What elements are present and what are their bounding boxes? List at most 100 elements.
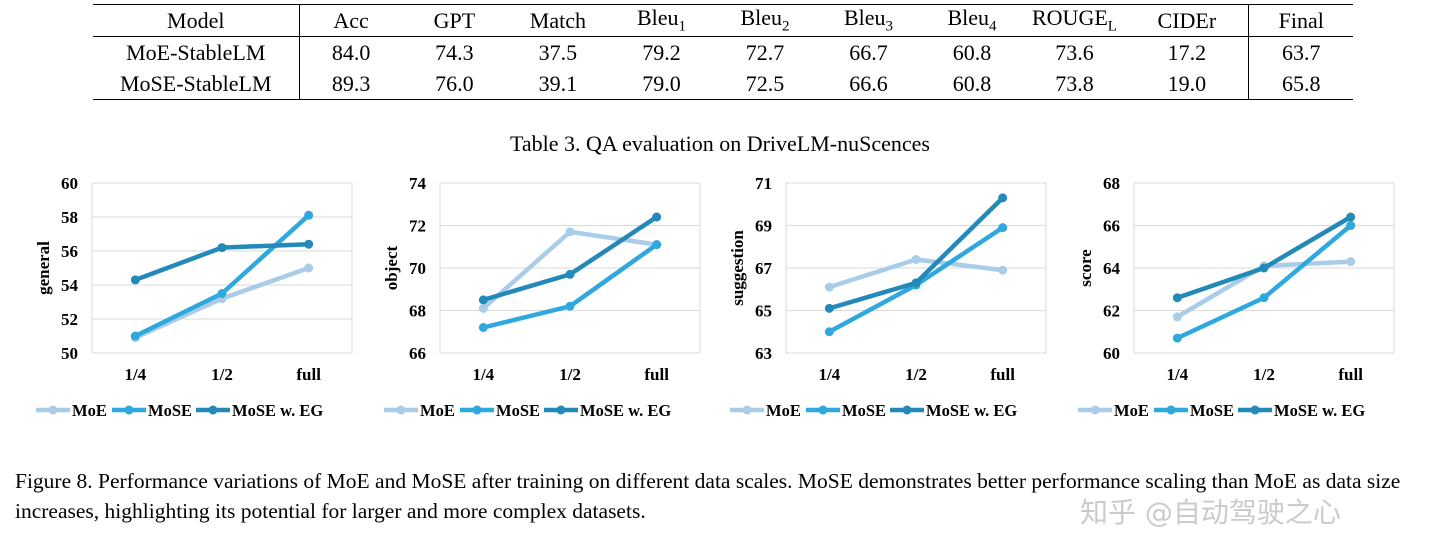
legend-label: MoE — [72, 401, 107, 420]
table-cell: 63.7 — [1281, 39, 1321, 65]
data-point — [1172, 312, 1182, 322]
table-cell: 65.8 — [1281, 70, 1321, 96]
column-header: CIDEr — [1125, 4, 1250, 37]
table-cell: 76.0 — [435, 70, 474, 96]
legend-marker — [48, 405, 58, 415]
watermark: 知乎 @自动驾驶之心 — [1080, 496, 1341, 529]
column-header-label: Match — [529, 7, 586, 33]
table-cell: 73.6 — [1055, 39, 1094, 65]
column-header-label: Bleu — [843, 5, 886, 31]
chart-general: 50 52 54 56 58 60 1/4 1/2 full general MoE MoSE MoSE… — [34, 174, 353, 420]
column-header: Final — [1249, 5, 1353, 37]
data-point — [652, 212, 662, 222]
column-header-subscript: 1 — [678, 18, 687, 35]
x-tick-label: 1/2 — [905, 365, 927, 384]
y-tick-label: 71 — [755, 174, 772, 193]
data-point — [478, 303, 488, 313]
table-cell: 73.8 — [1055, 70, 1094, 96]
legend-marker — [1166, 405, 1176, 415]
y-tick-label: 64 — [1103, 259, 1121, 278]
table-cell: 60.8 — [952, 39, 992, 65]
column-header-subscript: 2 — [782, 18, 790, 35]
y-axis-label: general — [34, 241, 53, 295]
table-cell: 72.5 — [745, 70, 785, 96]
data-point — [304, 210, 314, 220]
data-point — [217, 243, 227, 253]
legend-label: MoSE w. EG — [1274, 401, 1365, 420]
legend-label: MoSE w. EG — [580, 401, 671, 420]
table-cell: 37.5 — [538, 39, 578, 65]
column-header-subscript: 4 — [989, 18, 997, 35]
legend-label: MoSE w. EG — [926, 401, 1017, 420]
table-cell: 66.7 — [849, 39, 888, 65]
x-tick-label: 1/4 — [124, 365, 146, 384]
data-point — [824, 282, 834, 292]
x-tick-label: full — [644, 365, 669, 384]
x-tick-label: 1/4 — [818, 365, 840, 384]
series-line-mose-w-eg — [828, 196, 1005, 311]
y-tick-label: 60 — [61, 174, 78, 193]
column-header-subscript: L — [1107, 18, 1117, 35]
column-header: Bleu1 — [610, 5, 714, 37]
legend-label: MoSE — [1190, 401, 1234, 420]
chart-suggestion: 63 65 67 69 71 1/4 1/2 full suggestion MoE MoSE MoS… — [728, 174, 1047, 420]
y-tick-label: 54 — [61, 276, 79, 295]
data-point — [565, 269, 575, 279]
data-point — [1346, 212, 1356, 222]
data-point — [998, 265, 1008, 275]
data-point — [130, 275, 140, 285]
legend-label: MoE — [420, 401, 455, 420]
column-header: GPT — [403, 5, 506, 37]
data-point — [1172, 333, 1182, 343]
table-cell: 66.6 — [849, 70, 888, 96]
legend-marker — [208, 405, 218, 415]
table-cell: MoSE-StableLM — [93, 68, 300, 100]
table-row: MoE-StableLM 84.0 74.3 37.5 79.2 72.7 66.7 60.8… — [93, 36, 1353, 68]
column-header-label: Model — [167, 7, 225, 33]
x-tick-label: 1/4 — [472, 365, 494, 384]
y-tick-label: 69 — [755, 217, 772, 236]
column-header-label: Acc — [333, 7, 369, 33]
y-tick-label: 63 — [755, 344, 772, 363]
y-tick-label: 56 — [61, 242, 78, 261]
column-header: Match — [506, 5, 610, 37]
table-cell: 79.0 — [642, 70, 681, 96]
y-axis-label: score — [1076, 249, 1095, 287]
y-tick-label: 68 — [1103, 174, 1120, 193]
table-caption: Table 3. QA evaluation on DriveLM-nuScen… — [509, 131, 930, 156]
data-point — [911, 278, 921, 288]
legend-label: MoE — [766, 401, 801, 420]
y-tick-label: 74 — [409, 174, 427, 193]
column-header: Model — [93, 4, 300, 37]
series-line-mose — [1176, 223, 1353, 341]
y-tick-label: 65 — [755, 302, 772, 321]
legend-marker — [1250, 405, 1260, 415]
figure-caption: Figure 8. Performance variations of MoE … — [15, 469, 1401, 523]
legend-marker — [818, 405, 828, 415]
data-point — [304, 239, 314, 249]
column-header: Acc — [299, 5, 403, 37]
column-header-subscript: 3 — [885, 18, 894, 35]
legend-marker — [472, 405, 482, 415]
x-tick-label: full — [296, 365, 321, 384]
column-header-label: Bleu — [740, 5, 782, 31]
data-point — [565, 301, 575, 311]
column-header: ROUGEL — [1024, 5, 1126, 37]
legend-label: MoSE — [496, 401, 540, 420]
y-tick-label: 67 — [755, 259, 773, 278]
table-row: MoSE-StableLM 89.3 76.0 39.1 79.0 72.5 66.6 60.… — [93, 68, 1353, 100]
data-point — [130, 331, 140, 341]
chart-object: 66 68 70 72 74 1/4 1/2 full object MoE MoSE MoSE w.… — [382, 174, 701, 420]
data-point — [998, 223, 1008, 233]
y-tick-label: 62 — [1103, 302, 1120, 321]
y-tick-label: 58 — [61, 208, 78, 227]
legend-label: MoSE w. EG — [232, 401, 323, 420]
qa-evaluation-table: Model Acc GPT Match Bleu1 Bleu2 Bleu3 Bleu4 ROUG… — [93, 4, 1353, 100]
data-point — [217, 289, 227, 298]
data-point — [824, 303, 834, 313]
legend-label: MoE — [1114, 401, 1149, 420]
column-header: Bleu2 — [713, 5, 817, 37]
legend-marker — [742, 405, 752, 415]
data-point — [478, 295, 488, 305]
data-point — [1346, 257, 1356, 267]
